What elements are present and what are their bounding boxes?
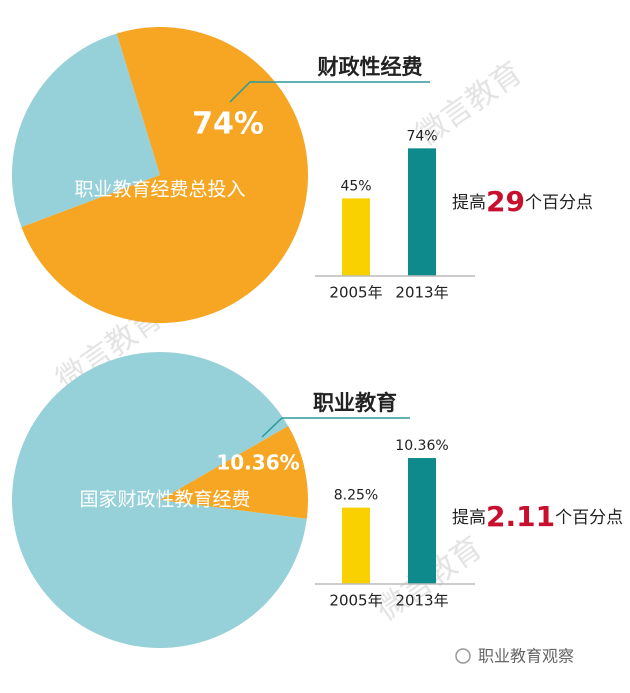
bar	[408, 458, 436, 584]
pie-label: 国家财政性教育经费	[79, 489, 250, 511]
annotation: 提高2.11个百分点	[452, 500, 623, 533]
slice-value-label: 10.36%	[216, 451, 299, 475]
footer-icon	[455, 648, 471, 664]
bar	[342, 507, 370, 584]
pie-slice	[160, 426, 309, 519]
bar	[408, 148, 436, 276]
callout-line	[229, 81, 430, 103]
x-tick-label: 2005年	[329, 284, 382, 302]
annotation: 提高29个百分点	[452, 185, 593, 218]
callout-title: 财政性经费	[318, 55, 423, 79]
bar-value-label: 45%	[340, 178, 371, 194]
bar-value-label: 10.36%	[395, 438, 448, 454]
annotation-part: 个百分点	[555, 508, 623, 528]
pie-slice	[12, 352, 307, 648]
footer: 职业教育观察	[478, 647, 574, 666]
x-tick-label: 2005年	[329, 592, 382, 610]
pie-slice	[21, 27, 308, 323]
slice-value-label: 74%	[192, 107, 264, 142]
annotation-part: 提高	[452, 508, 486, 528]
x-tick-label: 2013年	[395, 592, 448, 610]
bar-value-label: 8.25%	[334, 488, 378, 504]
annotation-part: 提高	[452, 193, 486, 213]
callout-title: 职业教育	[313, 391, 397, 415]
pie-slice	[12, 33, 160, 228]
bar	[342, 198, 370, 276]
pie-label: 职业教育经费总投入	[74, 179, 245, 201]
annotation-part: 2.11	[486, 500, 555, 533]
annotation-part: 29	[486, 185, 525, 218]
x-tick-label: 2013年	[395, 284, 448, 302]
annotation-part: 个百分点	[525, 193, 593, 213]
callout-line	[261, 417, 410, 438]
bar-value-label: 74%	[406, 128, 437, 144]
